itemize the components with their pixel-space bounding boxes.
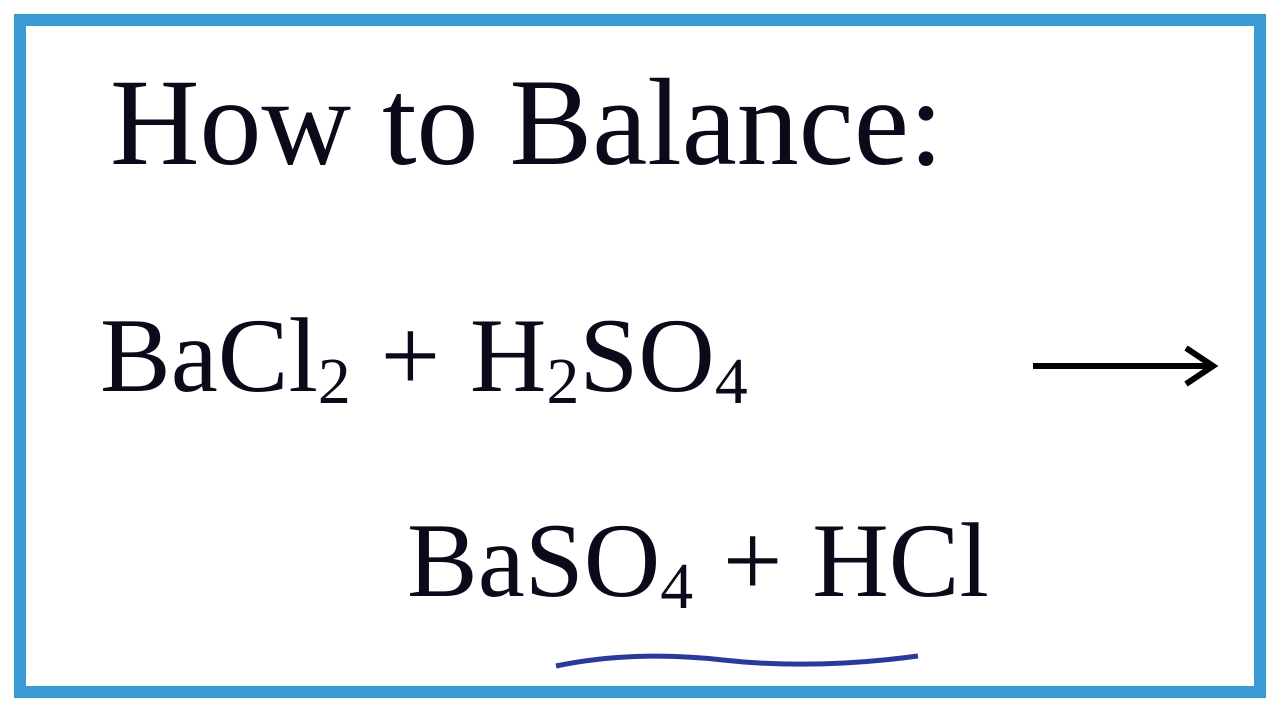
- handdrawn-underline-icon: [548, 640, 948, 690]
- reactant-bacl2: BaCl2: [100, 295, 351, 417]
- plus-sign: +: [723, 500, 783, 622]
- reaction-arrow-icon: [1028, 336, 1238, 396]
- subscript-tail: 4: [715, 344, 748, 420]
- subscript: 2: [318, 344, 351, 420]
- subscript: 4: [660, 549, 693, 625]
- subscript: 2: [546, 344, 579, 420]
- formula-text: H: [470, 295, 547, 417]
- formula-text: BaCl: [100, 295, 318, 417]
- formula-text: BaSO: [407, 500, 660, 622]
- formula-text-tail: SO: [579, 295, 715, 417]
- equation-reactants-line: BaCl2 + H2SO4: [100, 295, 748, 417]
- page-title: How to Balance:: [110, 52, 943, 194]
- product-hcl: HCl: [812, 500, 989, 622]
- equation-products-line: BaSO4 + HCl: [407, 500, 989, 622]
- product-baso4: BaSO4: [407, 500, 693, 622]
- reactant-h2so4: H2SO4: [470, 295, 748, 417]
- underline-path: [556, 656, 918, 666]
- plus-sign: +: [380, 295, 440, 417]
- formula-text: HCl: [812, 500, 989, 622]
